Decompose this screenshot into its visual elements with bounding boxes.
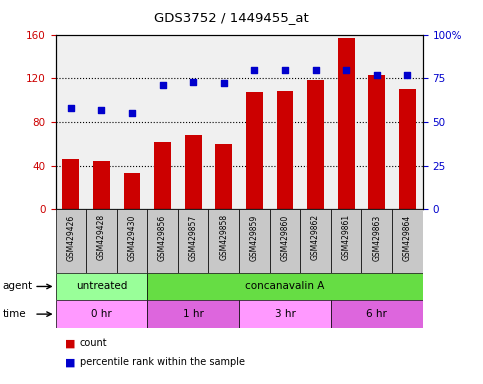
Point — [312, 66, 319, 73]
Point — [403, 72, 411, 78]
Point — [189, 79, 197, 85]
Bar — [178, 209, 209, 273]
Text: 3 hr: 3 hr — [274, 309, 296, 319]
Point — [159, 82, 167, 88]
Bar — [86, 209, 117, 273]
Point — [342, 66, 350, 73]
Point — [220, 80, 227, 86]
Bar — [338, 38, 355, 209]
Text: 6 hr: 6 hr — [366, 309, 387, 319]
Bar — [56, 273, 147, 300]
Bar — [246, 93, 263, 209]
Text: GSM429864: GSM429864 — [403, 214, 412, 261]
Bar — [62, 159, 79, 209]
Point — [67, 105, 75, 111]
Point — [251, 66, 258, 73]
Text: agent: agent — [2, 281, 32, 291]
Bar — [56, 209, 86, 273]
Bar — [209, 209, 239, 273]
Bar — [300, 209, 331, 273]
Point — [128, 110, 136, 116]
Bar — [215, 144, 232, 209]
Text: concanavalin A: concanavalin A — [245, 281, 325, 291]
Point — [281, 66, 289, 73]
Bar — [369, 75, 385, 209]
Text: GDS3752 / 1449455_at: GDS3752 / 1449455_at — [155, 11, 309, 24]
Text: count: count — [80, 338, 107, 348]
Text: GSM429858: GSM429858 — [219, 214, 228, 260]
Text: GSM429856: GSM429856 — [158, 214, 167, 261]
Text: GSM429426: GSM429426 — [66, 214, 75, 261]
Text: time: time — [2, 309, 26, 319]
Text: GSM429863: GSM429863 — [372, 214, 381, 261]
Point — [373, 72, 381, 78]
Bar — [277, 91, 293, 209]
Bar — [307, 80, 324, 209]
Bar — [399, 89, 416, 209]
Text: ■: ■ — [65, 358, 76, 367]
Text: GSM429428: GSM429428 — [97, 214, 106, 260]
Bar — [331, 300, 423, 328]
Text: GSM429861: GSM429861 — [341, 214, 351, 260]
Text: 0 hr: 0 hr — [91, 309, 112, 319]
Text: GSM429862: GSM429862 — [311, 214, 320, 260]
Bar — [270, 209, 300, 273]
Bar — [154, 142, 171, 209]
Bar — [56, 300, 147, 328]
Bar — [147, 273, 423, 300]
Bar — [147, 300, 239, 328]
Text: GSM429860: GSM429860 — [281, 214, 289, 261]
Text: untreated: untreated — [76, 281, 127, 291]
Bar — [331, 209, 361, 273]
Bar — [392, 209, 423, 273]
Bar — [239, 209, 270, 273]
Text: GSM429859: GSM429859 — [250, 214, 259, 261]
Text: GSM429857: GSM429857 — [189, 214, 198, 261]
Bar — [124, 173, 141, 209]
Bar — [117, 209, 147, 273]
Bar — [361, 209, 392, 273]
Text: GSM429430: GSM429430 — [128, 214, 137, 261]
Text: percentile rank within the sample: percentile rank within the sample — [80, 358, 245, 367]
Bar — [93, 161, 110, 209]
Text: 1 hr: 1 hr — [183, 309, 204, 319]
Bar — [239, 300, 331, 328]
Bar — [147, 209, 178, 273]
Bar — [185, 135, 201, 209]
Text: ■: ■ — [65, 338, 76, 348]
Point — [98, 107, 105, 113]
